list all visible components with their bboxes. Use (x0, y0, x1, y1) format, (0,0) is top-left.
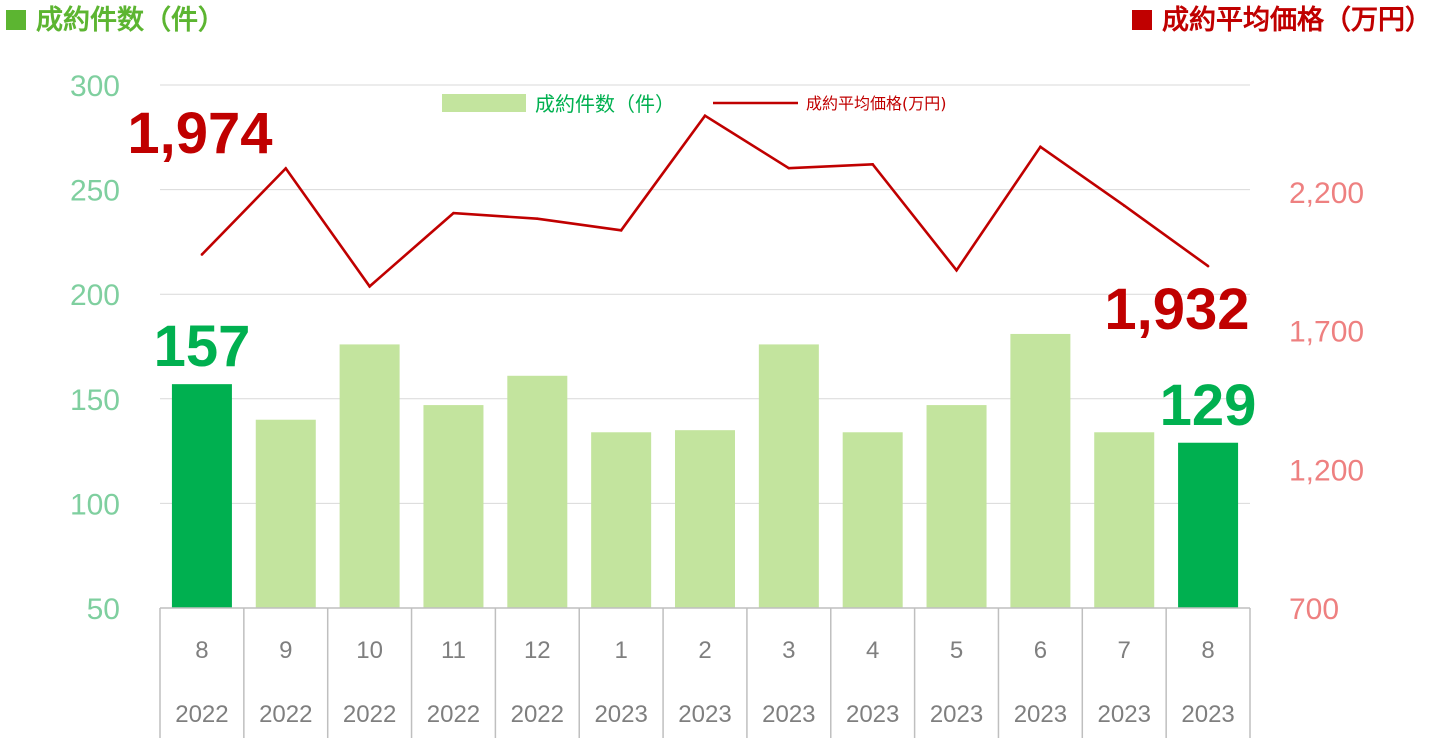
line-point (536, 217, 539, 220)
month-label: 1 (614, 637, 627, 664)
right-axis-ticks: 700 1,200 1,700 2,200 (1289, 177, 1364, 626)
line-point (1039, 145, 1042, 149)
left-tick-label: 300 (70, 70, 120, 103)
right-axis-title-text: 成約平均価格（万円） (1162, 5, 1432, 36)
month-label: 2 (698, 637, 711, 664)
bar (675, 430, 735, 608)
year-label: 2023 (1098, 701, 1151, 728)
value-annotation: 129 (1160, 373, 1257, 438)
category-table: 8 2022 9 2022 10 2022 11 2022 12 2022 1 2023 2 2023 3 2… (159, 607, 1251, 738)
right-axis-title: 成約平均価格（万円） (1132, 4, 1432, 38)
bar-series (171, 333, 1239, 608)
value-annotation: 157 (154, 314, 251, 379)
line-point (284, 167, 288, 170)
month-label: 12 (524, 637, 551, 664)
year-label: 2022 (343, 701, 396, 728)
right-tick-label: 700 (1289, 593, 1339, 626)
line-point (871, 162, 874, 166)
year-label: 2023 (678, 701, 731, 728)
red-square-icon (1132, 10, 1152, 30)
left-axis-title: 成約件数（件） (6, 4, 225, 38)
bar (1178, 442, 1239, 608)
bar (591, 432, 652, 608)
legend-line-label: 成約平均価格(万円) (806, 94, 947, 113)
left-tick-label: 100 (70, 488, 120, 521)
bar (1094, 432, 1155, 608)
line-point (1206, 264, 1210, 268)
month-label: 9 (279, 637, 292, 664)
year-label: 2022 (175, 701, 228, 728)
line-point (787, 166, 791, 170)
legend-bar-label: 成約件数（件） (535, 92, 675, 116)
right-tick-label: 2,200 (1289, 177, 1364, 210)
bar (842, 432, 903, 608)
left-tick-label: 50 (87, 593, 120, 626)
month-label: 4 (866, 637, 879, 664)
bar (255, 419, 316, 608)
month-label: 8 (1201, 637, 1214, 664)
line-point (452, 211, 455, 215)
value-annotation: 1,974 (127, 101, 272, 166)
left-axis-ticks: 50 100 150 200 250 300 (70, 70, 120, 626)
legend: 成約件数（件） 成約平均価格(万円) (442, 92, 947, 116)
month-label: 10 (356, 637, 383, 664)
line-series (200, 113, 1210, 289)
year-label: 2023 (594, 701, 647, 728)
left-tick-label: 150 (70, 384, 120, 417)
annotations: 1,974 1,932 157 129 (127, 101, 1256, 438)
right-tick-label: 1,700 (1289, 316, 1364, 349)
month-label: 11 (441, 637, 466, 664)
year-label: 2022 (259, 701, 312, 728)
line-point (703, 114, 707, 118)
year-label: 2023 (930, 701, 983, 728)
month-label: 3 (782, 637, 795, 664)
value-annotation: 1,932 (1104, 277, 1249, 342)
bar (758, 344, 819, 608)
bar (339, 344, 400, 608)
line-point (619, 229, 623, 232)
left-tick-label: 200 (70, 279, 120, 312)
right-tick-label: 1,200 (1289, 454, 1364, 487)
year-label: 2023 (1181, 701, 1234, 728)
bar (423, 405, 484, 608)
bar (507, 375, 568, 608)
bar (171, 384, 232, 608)
year-label: 2023 (762, 701, 815, 728)
legend-bar-swatch (442, 94, 526, 112)
year-label: 2022 (427, 701, 480, 728)
month-label: 6 (1034, 637, 1047, 664)
year-label: 2022 (511, 701, 564, 728)
bar (1010, 333, 1071, 608)
line-point (955, 268, 958, 272)
year-label: 2023 (1014, 701, 1067, 728)
green-square-icon (6, 10, 26, 30)
line-point (200, 253, 204, 256)
year-label: 2023 (846, 701, 899, 728)
month-label: 7 (1118, 637, 1131, 664)
line-point (368, 285, 371, 288)
left-tick-label: 250 (70, 175, 120, 208)
price-line (200, 113, 1209, 289)
line-point (1122, 204, 1126, 207)
month-label: 5 (950, 637, 963, 664)
bar (926, 405, 987, 608)
month-label: 8 (195, 637, 208, 664)
left-axis-title-text: 成約件数（件） (36, 5, 225, 36)
